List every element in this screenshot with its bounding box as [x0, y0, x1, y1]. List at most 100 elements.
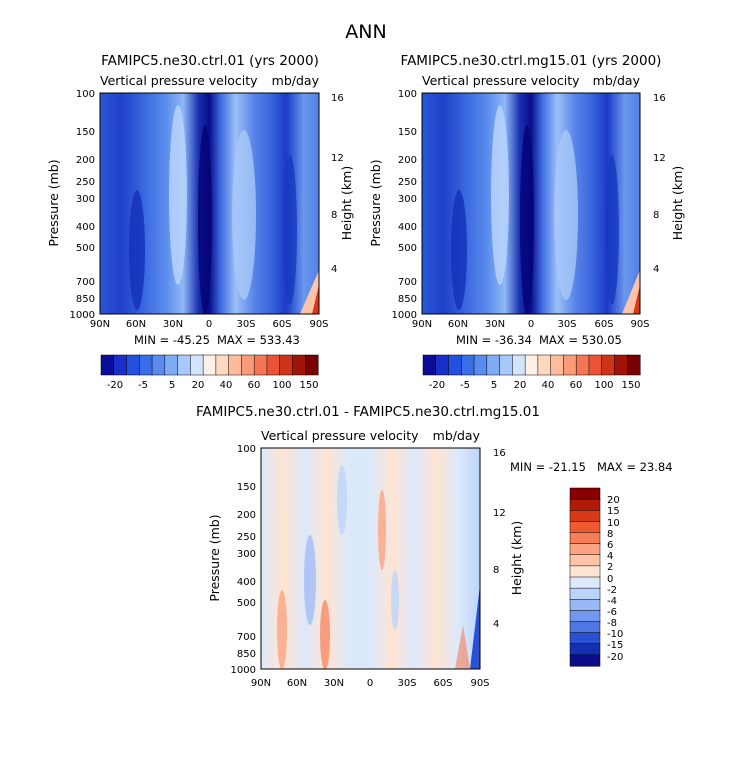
x-tick-label: 30S: [397, 678, 416, 689]
x-tick-label: 60N: [448, 319, 468, 330]
plot-frame: [421, 92, 641, 315]
colorbar-swatch: [215, 354, 230, 376]
colorbar-swatch: [202, 354, 217, 376]
colorbar-label: -20: [107, 380, 123, 391]
colorbar-swatch: [569, 599, 601, 611]
y-tick-label: 500: [398, 243, 417, 254]
heatmap-field: [261, 448, 480, 669]
x-tick-label: 30N: [485, 319, 505, 330]
x-tick-label: 90S: [630, 319, 649, 330]
colorbar-label: 100: [594, 380, 613, 391]
min-label: MIN = -36.34: [456, 333, 532, 347]
x-tick-label: 60S: [594, 319, 613, 330]
colorbar-swatch: [550, 354, 564, 376]
colorbar-label: -5: [138, 380, 148, 391]
colorbar-swatch: [499, 354, 513, 376]
colorbar-swatch: [126, 354, 140, 376]
y-axis-right: 16 12 8 4: [653, 93, 666, 275]
field-anomaly-negative: [304, 535, 316, 625]
x-tick-label: 30S: [236, 319, 255, 330]
panel-difference: FAMIPC5.ne30.ctrl.01 - FAMIPC5.ne30.ctrl…: [196, 404, 673, 689]
colorbar-swatch: [601, 354, 616, 376]
field-core-light: [554, 130, 578, 300]
y-tick-label: 100: [398, 89, 417, 100]
colorbar-label: 100: [272, 380, 291, 391]
plot-frame: [260, 447, 481, 670]
colorbar-swatch: [569, 521, 601, 534]
colorbar-swatch: [177, 354, 191, 376]
colorbar-swatch: [569, 554, 601, 567]
colorbar-swatch: [563, 354, 577, 376]
panel-subtitle-units: mb/day: [433, 428, 481, 443]
colorbar-swatch: [151, 354, 166, 376]
colorbar-label: 8: [607, 529, 613, 540]
colorbar-swatch: [304, 354, 319, 376]
y-tick-label: 200: [398, 155, 417, 166]
y-right-tick-label: 4: [653, 264, 659, 275]
field-background: [261, 448, 480, 669]
field-core-dark: [198, 125, 212, 314]
y-right-tick-label: 4: [331, 264, 337, 275]
field-surface-positive: [312, 285, 319, 314]
y-tick-label: 150: [398, 127, 417, 138]
colorbar-label: 40: [220, 380, 233, 391]
y-right-tick-label: 4: [493, 619, 499, 630]
y-tick-label: 400: [76, 222, 95, 233]
y-right-tick-label: 16: [653, 93, 666, 104]
colorbar-label: 6: [607, 540, 613, 551]
y-tick-label: 200: [76, 155, 95, 166]
colorbar-swatch: [164, 354, 179, 376]
field-anomaly-positive: [320, 600, 330, 669]
colorbar-swatch: [626, 354, 641, 376]
y-tick-label: 200: [237, 510, 256, 521]
colorbar-swatch: [569, 565, 601, 578]
field-surface-positive: [622, 270, 640, 314]
colorbar-swatch: [435, 354, 450, 376]
field-surface-negative: [470, 585, 480, 669]
y-right-tick-label: 12: [653, 153, 666, 164]
x-tick-label: 30N: [324, 678, 344, 689]
field-surface-positive: [633, 285, 640, 314]
colorbar-swatch: [588, 354, 603, 376]
min-label: MIN = -45.25: [134, 333, 210, 347]
colorbar-label: 5: [169, 380, 175, 391]
colorbar-swatch: [139, 354, 153, 376]
colorbar-label: 150: [299, 380, 318, 391]
y-tick-label: 100: [237, 444, 256, 455]
y-right-tick-label: 12: [493, 508, 506, 519]
colorbar-swatch: [113, 354, 128, 376]
colorbar-swatch: [569, 543, 601, 556]
colorbar-swatch: [524, 354, 539, 376]
field-surface-noise: [455, 625, 470, 669]
colorbar-label: -8: [607, 618, 617, 629]
x-tick-label: 60S: [272, 319, 291, 330]
panel-subtitle-variable: Vertical pressure velocity: [261, 428, 419, 443]
y-tick-label: 250: [237, 532, 256, 543]
y-tick-label: 500: [237, 598, 256, 609]
colorbar-swatch: [461, 354, 475, 376]
colorbar-labels: 20 15 10 8 6 4 2 0 -2 -4 -6 -8 -10 -15 -…: [607, 495, 623, 663]
panel-subtitle-variable: Vertical pressure velocity: [422, 73, 580, 88]
colorbar-label: -20: [429, 380, 445, 391]
colorbar-swatch: [190, 354, 204, 376]
y-tick-label: 850: [76, 294, 95, 305]
colorbar-label: 20: [514, 380, 527, 391]
y-tick-label: 700: [237, 632, 256, 643]
y-tick-label: 300: [398, 194, 417, 205]
min-label: MIN = -21.15: [510, 460, 586, 474]
field-core-dark: [129, 190, 145, 310]
y-axis-left: 100 150 200 250 300 400 500 700 850 1000: [70, 89, 95, 321]
field-surface-positive: [300, 270, 319, 314]
colorbar-swatch: [569, 632, 601, 645]
colorbar-swatch: [614, 354, 628, 376]
colorbar-swatch: [292, 354, 306, 376]
x-axis: 90N 60N 30N 0 30S 60S 90S: [412, 319, 650, 330]
y-right-axis-title: Height (km): [509, 521, 524, 595]
colorbar-swatch: [253, 354, 268, 376]
y-right-tick-label: 16: [331, 93, 344, 104]
x-tick-label: 90S: [470, 678, 489, 689]
colorbar-swatch: [422, 354, 437, 376]
y-right-tick-label: 16: [493, 448, 506, 459]
y-right-tick-label: 8: [493, 565, 499, 576]
x-tick-label: 0: [367, 678, 373, 689]
